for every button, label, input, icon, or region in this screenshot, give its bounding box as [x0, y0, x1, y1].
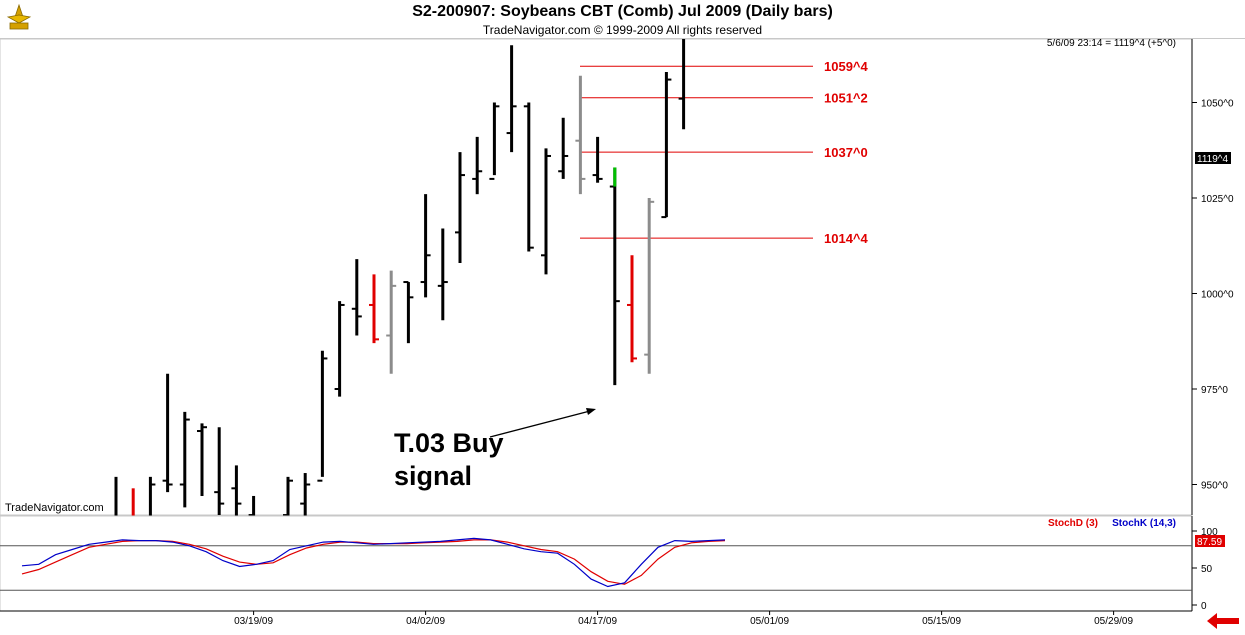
stoch-legend: StochD (3) StochK (14,3)	[1048, 518, 1176, 529]
stochastics-lines	[21, 537, 726, 588]
price-tick-label: 975^0	[1201, 385, 1228, 396]
ohlc-bar	[162, 373, 173, 493]
chart-header: S2-200907: Soybeans CBT (Comb) Jul 2009 …	[0, 0, 1245, 39]
ohlc-bar	[420, 194, 431, 298]
time-tick-label: 05/15/09	[922, 616, 961, 627]
annotation-line-1: T.03 Buy	[394, 428, 504, 458]
time-tick-label: 04/17/09	[578, 616, 617, 627]
ohlc-bar	[300, 473, 311, 519]
time-tick-label: 04/02/09	[406, 616, 445, 627]
red-level-label: 1051^2	[824, 91, 868, 106]
ohlc-bar	[472, 136, 483, 195]
price-tick-label: 1025^0	[1201, 194, 1234, 205]
price-tick-label: 950^0	[1201, 481, 1228, 492]
ohlc-bar	[455, 152, 465, 263]
ohlc-bar	[627, 255, 637, 363]
price-panel-frame	[0, 38, 1193, 516]
ohlc-bar	[437, 228, 448, 321]
stoch-value-marker: 87.59	[1195, 535, 1225, 548]
ohlc-bar	[661, 71, 672, 219]
annotation-line-2: signal	[394, 461, 472, 491]
price-axis: 950^0975^01000^01025^01050^01075^01100^0…	[1191, 3, 1234, 515]
ohlc-bar	[403, 281, 414, 344]
stoch-tick-label: 0	[1201, 601, 1207, 612]
stochastics-panel: 0 50 100	[0, 515, 1218, 612]
stochastics-axis: 0 50 100	[0, 516, 1218, 612]
stoch-value-label: 87.59	[1197, 537, 1222, 548]
ohlc-bar	[592, 136, 603, 183]
current-price-box	[1195, 152, 1231, 164]
stoch-value-box	[1195, 535, 1225, 547]
ohlc-bar	[506, 45, 517, 153]
time-tick-label: 05/01/09	[750, 616, 789, 627]
current-price-label: 1119^4	[1197, 154, 1228, 165]
ohlc-bar	[489, 102, 500, 180]
ohlc-bar	[386, 270, 397, 374]
ohlc-bar	[523, 102, 534, 252]
chart-title: S2-200907: Soybeans CBT (Comb) Jul 2009 …	[412, 3, 833, 20]
time-tick-label: 03/19/09	[234, 616, 273, 627]
stochastics-panel-frame	[0, 515, 1193, 612]
current-price-marker: 1119^4	[1195, 152, 1231, 165]
red-level-label: 1037^0	[824, 145, 868, 160]
price-tick-label: 1000^0	[1201, 290, 1234, 301]
ohlc-bar	[351, 259, 362, 336]
ohlc-bar	[197, 423, 207, 496]
ohlc-bar	[179, 411, 190, 508]
buy-signal-annotation: T.03 Buy signal	[394, 408, 596, 491]
left-arrow-icon	[1207, 613, 1239, 629]
ohlc-bar	[575, 75, 586, 195]
stochk-label: StochK (14,3)	[1112, 518, 1176, 529]
annotation-arrow-head	[586, 408, 596, 415]
red-level-label: 1014^4	[824, 231, 869, 246]
watermark: TradeNavigator.com	[5, 502, 104, 514]
stoch-tick-label: 100	[1201, 527, 1218, 538]
price-readout: 5/6/09 23:14 = 1119^4 (+5^0)	[1047, 38, 1176, 49]
ohlc-bar	[369, 274, 379, 344]
chart-subtitle: TradeNavigator.com © 1999-2009 All right…	[482, 23, 763, 37]
ohlc-bar	[541, 148, 551, 275]
time-tick-label: 05/29/09	[1094, 616, 1133, 627]
price-tick-label: 1050^0	[1201, 99, 1234, 110]
annotation-arrow-line	[489, 410, 591, 438]
time-axis: 03/19/09 04/02/09 04/17/09 05/01/09 05/15/09…	[0, 610, 1192, 627]
ohlc-bar	[317, 350, 328, 482]
ohlc-bar	[558, 117, 569, 179]
scroll-left-button[interactable]	[1205, 612, 1241, 635]
price-panel: 950^0975^01000^01025^01050^01075^01100^0…	[0, 0, 1234, 536]
red-level-label: 1059^4	[824, 59, 869, 74]
ohlc-bar	[334, 301, 345, 397]
stochk-line	[21, 537, 726, 588]
stochd-label: StochD (3)	[1048, 518, 1098, 529]
ohlc-bar	[644, 198, 655, 374]
ohlc-bar	[214, 427, 225, 516]
level-lines: 1171^41172^41155^01144^41145^61131^01082…	[580, 19, 869, 246]
stoch-tick-label: 50	[1201, 564, 1213, 575]
trade-navigator-logo-icon	[4, 3, 34, 38]
ohlc-bar	[231, 465, 242, 523]
